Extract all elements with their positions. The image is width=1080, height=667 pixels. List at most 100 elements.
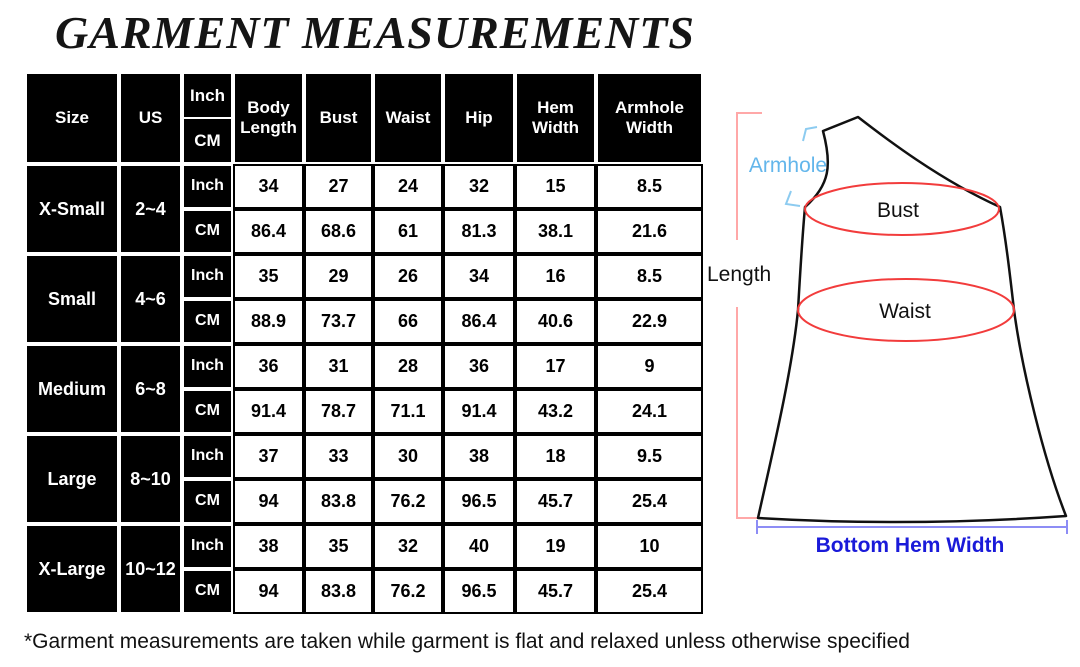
table-row-inch: X-Large 10~12 Inch 38 35 32 40 19 10 bbox=[25, 524, 703, 614]
size-table-body: X-Small 2~4 Inch 34 27 24 32 15 8.5 CM 86.4 68.6 61 8… bbox=[25, 164, 703, 614]
value-cell: 73.7 bbox=[304, 299, 373, 344]
header-unit-inch: Inch bbox=[184, 74, 231, 119]
size-cell: X-Small bbox=[25, 164, 119, 254]
table-row-cm: CM 94 83.8 76.2 96.5 45.7 25.4 bbox=[25, 569, 703, 614]
unit-cell: Inch bbox=[182, 434, 233, 479]
bust-ellipse bbox=[804, 182, 1000, 236]
value-cell: 40.6 bbox=[515, 299, 596, 344]
value-cell: 91.4 bbox=[443, 389, 515, 434]
header-unit-cm: CM bbox=[194, 130, 221, 150]
table-row-cm: CM 88.9 73.7 66 86.4 40.6 22.9 bbox=[25, 299, 703, 344]
us-cell: 10~12 bbox=[119, 524, 182, 614]
unit-cell: Inch bbox=[182, 344, 233, 389]
value-cell: 94 bbox=[233, 569, 304, 614]
header-waist: Waist bbox=[373, 72, 443, 164]
value-cell: 31 bbox=[304, 344, 373, 389]
header-bust: Bust bbox=[304, 72, 373, 164]
value-cell: 38 bbox=[443, 434, 515, 479]
value-cell: 81.3 bbox=[443, 209, 515, 254]
value-cell: 38 bbox=[233, 524, 304, 569]
bust-label: Bust bbox=[877, 199, 919, 222]
table-row-inch: Large 8~10 Inch 37 33 30 38 18 9.5 bbox=[25, 434, 703, 524]
us-cell: 8~10 bbox=[119, 434, 182, 524]
us-cell: 6~8 bbox=[119, 344, 182, 434]
table-row-inch: Small 4~6 Inch 35 29 26 34 16 8.5 bbox=[25, 254, 703, 344]
value-cell: 9 bbox=[596, 344, 703, 389]
value-cell: 35 bbox=[304, 524, 373, 569]
value-cell: 91.4 bbox=[233, 389, 304, 434]
value-cell: 16 bbox=[515, 254, 596, 299]
header-units: Inch CM bbox=[182, 72, 233, 164]
value-cell: 71.1 bbox=[373, 389, 443, 434]
value-cell: 45.7 bbox=[515, 569, 596, 614]
header-hip: Hip bbox=[443, 72, 515, 164]
value-cell: 24 bbox=[373, 164, 443, 209]
value-cell: 86.4 bbox=[233, 209, 304, 254]
length-label: Length bbox=[707, 263, 771, 286]
size-cell: Large bbox=[25, 434, 119, 524]
value-cell: 61 bbox=[373, 209, 443, 254]
value-cell: 30 bbox=[373, 434, 443, 479]
value-cell: 32 bbox=[373, 524, 443, 569]
value-cell: 38.1 bbox=[515, 209, 596, 254]
value-cell: 36 bbox=[233, 344, 304, 389]
hem-measure-line bbox=[756, 520, 1068, 534]
unit-cell: Inch bbox=[182, 254, 233, 299]
armhole-tick-bottom bbox=[784, 190, 801, 207]
waist-ellipse bbox=[797, 278, 1015, 342]
value-cell: 36 bbox=[443, 344, 515, 389]
dress-outline bbox=[756, 115, 1068, 524]
value-cell: 83.8 bbox=[304, 569, 373, 614]
us-cell: 4~6 bbox=[119, 254, 182, 344]
value-cell: 76.2 bbox=[373, 569, 443, 614]
value-cell: 88.9 bbox=[233, 299, 304, 344]
value-cell: 15 bbox=[515, 164, 596, 209]
header-armhole-width: Armhole Width bbox=[596, 72, 703, 164]
unit-cell: Inch bbox=[182, 524, 233, 569]
value-cell: 25.4 bbox=[596, 479, 703, 524]
value-cell: 96.5 bbox=[443, 569, 515, 614]
unit-cell: CM bbox=[182, 389, 233, 434]
bottom-hem-label: Bottom Hem Width bbox=[816, 534, 1005, 557]
value-cell: 25.4 bbox=[596, 569, 703, 614]
unit-cell: Inch bbox=[182, 164, 233, 209]
size-cell: Small bbox=[25, 254, 119, 344]
header-hem-width: Hem Width bbox=[515, 72, 596, 164]
value-cell: 33 bbox=[304, 434, 373, 479]
value-cell: 26 bbox=[373, 254, 443, 299]
table-row-cm: CM 91.4 78.7 71.1 91.4 43.2 24.1 bbox=[25, 389, 703, 434]
value-cell: 19 bbox=[515, 524, 596, 569]
header-us: US bbox=[119, 72, 182, 164]
value-cell: 96.5 bbox=[443, 479, 515, 524]
value-cell: 9.5 bbox=[596, 434, 703, 479]
value-cell: 86.4 bbox=[443, 299, 515, 344]
value-cell: 29 bbox=[304, 254, 373, 299]
value-cell: 17 bbox=[515, 344, 596, 389]
value-cell: 32 bbox=[443, 164, 515, 209]
value-cell: 27 bbox=[304, 164, 373, 209]
table-row-inch: X-Small 2~4 Inch 34 27 24 32 15 8.5 bbox=[25, 164, 703, 254]
value-cell: 94 bbox=[233, 479, 304, 524]
value-cell: 43.2 bbox=[515, 389, 596, 434]
dress-diagram: Armhole Bust Waist Length Bottom Hem Wid… bbox=[707, 112, 1068, 557]
value-cell: 35 bbox=[233, 254, 304, 299]
length-bracket bbox=[736, 112, 762, 519]
value-cell: 28 bbox=[373, 344, 443, 389]
footnote: *Garment measurements are taken while ga… bbox=[24, 630, 910, 653]
table-row-inch: Medium 6~8 Inch 36 31 28 36 17 9 bbox=[25, 344, 703, 434]
value-cell: 10 bbox=[596, 524, 703, 569]
value-cell: 21.6 bbox=[596, 209, 703, 254]
unit-cell: CM bbox=[182, 299, 233, 344]
unit-cell: CM bbox=[182, 479, 233, 524]
size-cell: Medium bbox=[25, 344, 119, 434]
armhole-label: Armhole bbox=[749, 154, 827, 177]
armhole-tick-top bbox=[802, 126, 818, 142]
value-cell: 45.7 bbox=[515, 479, 596, 524]
table-row-cm: CM 94 83.8 76.2 96.5 45.7 25.4 bbox=[25, 479, 703, 524]
value-cell: 24.1 bbox=[596, 389, 703, 434]
header-size: Size bbox=[25, 72, 119, 164]
value-cell: 18 bbox=[515, 434, 596, 479]
value-cell: 78.7 bbox=[304, 389, 373, 434]
us-cell: 2~4 bbox=[119, 164, 182, 254]
unit-cell: CM bbox=[182, 209, 233, 254]
